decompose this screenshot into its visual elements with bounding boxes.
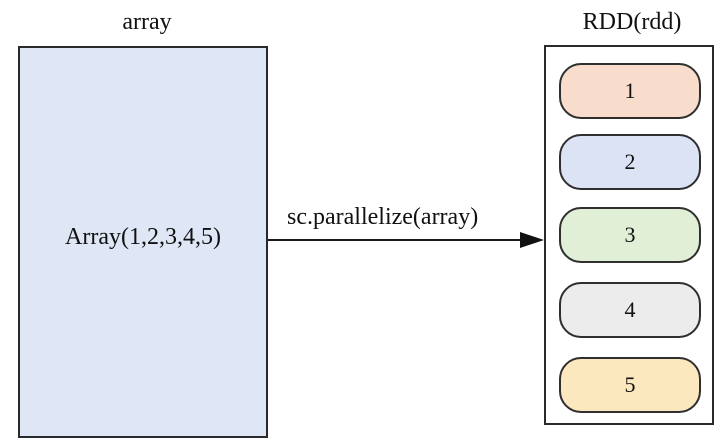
partition-5: 5 xyxy=(559,357,701,413)
partition-4: 4 xyxy=(559,282,701,338)
operation-label: sc.parallelize(array) xyxy=(287,204,479,230)
array-title: array xyxy=(122,9,172,35)
partition-3: 3 xyxy=(559,207,701,263)
partition-1: 1 xyxy=(559,63,701,119)
rdd-title: RDD(rdd) xyxy=(582,9,682,35)
parallelize-arrow xyxy=(268,232,544,248)
array-value-label: Array(1,2,3,4,5) xyxy=(65,224,221,250)
partition-2: 2 xyxy=(559,134,701,190)
arrow-head xyxy=(520,232,544,248)
array-box xyxy=(18,46,268,438)
rdd-box: 1 2 3 4 5 xyxy=(544,45,714,425)
